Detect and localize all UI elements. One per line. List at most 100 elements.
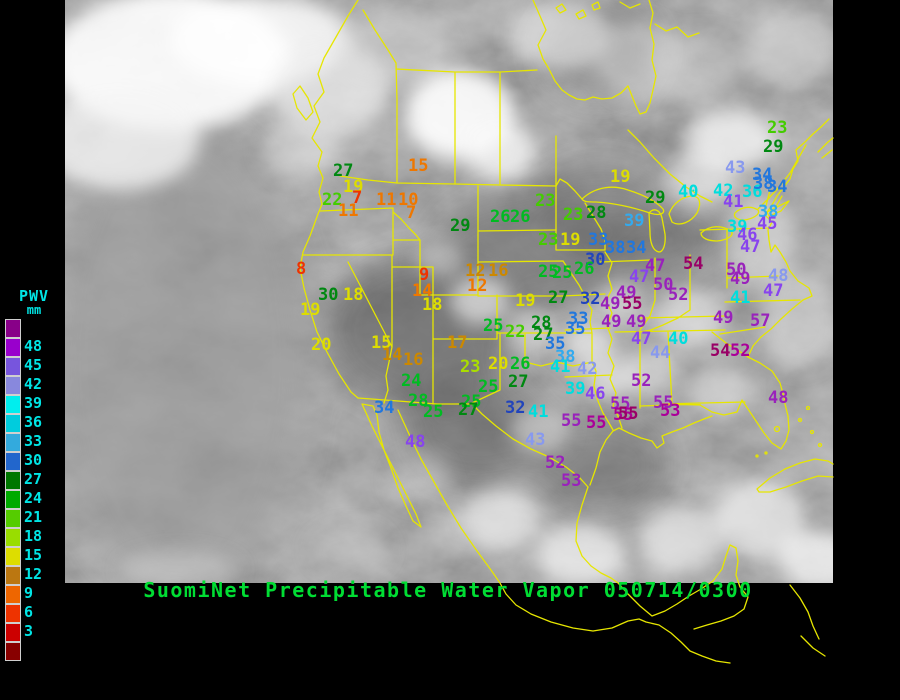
- gulf-coastline: [589, 415, 713, 486]
- quebec-coast: [619, 1, 700, 38]
- lake-okeechobee: [773, 425, 781, 433]
- legend-label: 18: [24, 527, 43, 545]
- state-borders-east: [555, 185, 801, 431]
- lake-huron: [668, 195, 701, 225]
- station-value: 32: [505, 398, 525, 418]
- legend-row: [5, 319, 63, 338]
- legend-label: 36: [24, 413, 43, 431]
- station-value: 35: [545, 334, 565, 354]
- station-value: 41: [528, 402, 548, 422]
- station-value: 48: [768, 266, 788, 286]
- station-value: 8: [296, 259, 306, 279]
- station-value: 34: [752, 165, 772, 185]
- legend-row: 45: [5, 357, 63, 376]
- station-value: 27: [333, 161, 353, 181]
- vancouver-island: [292, 85, 314, 121]
- station-value: 34: [374, 398, 394, 418]
- station-value: 54: [710, 341, 730, 361]
- station-value: 52: [545, 453, 565, 473]
- legend-swatch: [5, 414, 21, 433]
- cuba: [756, 458, 834, 493]
- legend-row: 36: [5, 414, 63, 433]
- station-value: 19: [515, 291, 535, 311]
- station-value: 7: [352, 188, 362, 208]
- station-value: 18: [343, 285, 363, 305]
- station-value: 15: [371, 333, 391, 353]
- long-island: [766, 200, 790, 217]
- florida-keys: [755, 454, 759, 458]
- station-value: 39: [624, 211, 644, 231]
- legend-swatch: [5, 357, 21, 376]
- station-value: 26: [510, 207, 530, 227]
- station-value: 15: [408, 156, 428, 176]
- station-value: 35: [565, 319, 585, 339]
- legend-swatch: [5, 471, 21, 490]
- station-value: 34: [626, 238, 646, 258]
- station-value: 50: [653, 275, 673, 295]
- legend-label: 45: [24, 356, 43, 374]
- station-value: 47: [763, 281, 783, 301]
- hudson-james-bay: [532, 0, 657, 115]
- station-value: 47: [629, 267, 649, 287]
- station-value: 27: [533, 325, 553, 345]
- station-value: 19: [610, 167, 630, 187]
- station-value: 30: [585, 250, 605, 270]
- station-value: 49: [713, 308, 733, 328]
- legend-swatch: [5, 452, 21, 471]
- legend-swatch: [5, 395, 21, 414]
- station-value: 20: [311, 335, 331, 355]
- station-value: 38: [753, 174, 773, 194]
- station-value: 9: [419, 265, 429, 285]
- station-value: 28: [586, 203, 606, 223]
- legend-row: 15: [5, 547, 63, 566]
- lake-erie: [700, 226, 733, 242]
- pwv-legend: PWV mm 48 45 42 39 36 33 30 27 24 21 18 15 12 9 6 3: [5, 289, 63, 661]
- legend-label: 12: [24, 565, 43, 583]
- station-value: 54: [683, 254, 703, 274]
- station-value: 16: [403, 350, 423, 370]
- station-value: 53: [561, 471, 581, 491]
- footer-title: SuomiNet Precipitable Water Vapor 050714…: [143, 578, 752, 602]
- station-value: 14: [412, 281, 432, 301]
- station-value: 26: [510, 354, 530, 374]
- station-value: 38: [605, 238, 625, 258]
- us-canada-border: [339, 175, 583, 200]
- station-value: 41: [550, 357, 570, 377]
- station-value: 55: [610, 394, 630, 414]
- station-value: 47: [631, 329, 651, 349]
- station-value: 34: [767, 177, 787, 197]
- legend-swatch: [5, 604, 21, 623]
- station-value: 55: [586, 413, 606, 433]
- station-value: 55: [622, 294, 642, 314]
- us-mexico-border: [357, 397, 589, 488]
- legend-swatch: [5, 319, 21, 338]
- legend-swatch: [5, 376, 21, 395]
- station-value: 48: [768, 388, 788, 408]
- station-value: 19: [300, 300, 320, 320]
- station-value: 46: [737, 225, 757, 245]
- legend-row: 30: [5, 452, 63, 471]
- station-value: 23: [535, 191, 555, 211]
- legend-swatch: [5, 338, 21, 357]
- florida: [659, 396, 790, 450]
- state-borders-west: [302, 185, 593, 405]
- satellite-imagery: [65, 0, 833, 583]
- legend-label: 21: [24, 508, 43, 526]
- legend-label: 27: [24, 470, 43, 488]
- station-value: 11: [338, 201, 358, 221]
- station-value: 38: [555, 347, 575, 367]
- station-value: 41: [723, 192, 743, 212]
- legend-rows: 48 45 42 39 36 33 30 27 24 21 18 15 12 9 6 3: [5, 319, 63, 661]
- station-value: 33: [588, 230, 608, 250]
- station-value: 28: [531, 313, 551, 333]
- baja-california: [361, 403, 422, 528]
- station-value: 17: [447, 333, 467, 353]
- legend-label: 42: [24, 375, 43, 393]
- station-value: 50: [726, 260, 746, 280]
- station-value: 39: [565, 379, 585, 399]
- legend-row: 12: [5, 566, 63, 585]
- legend-label: 39: [24, 394, 43, 412]
- map-outlines: [292, 0, 834, 664]
- station-value: 23: [563, 205, 583, 225]
